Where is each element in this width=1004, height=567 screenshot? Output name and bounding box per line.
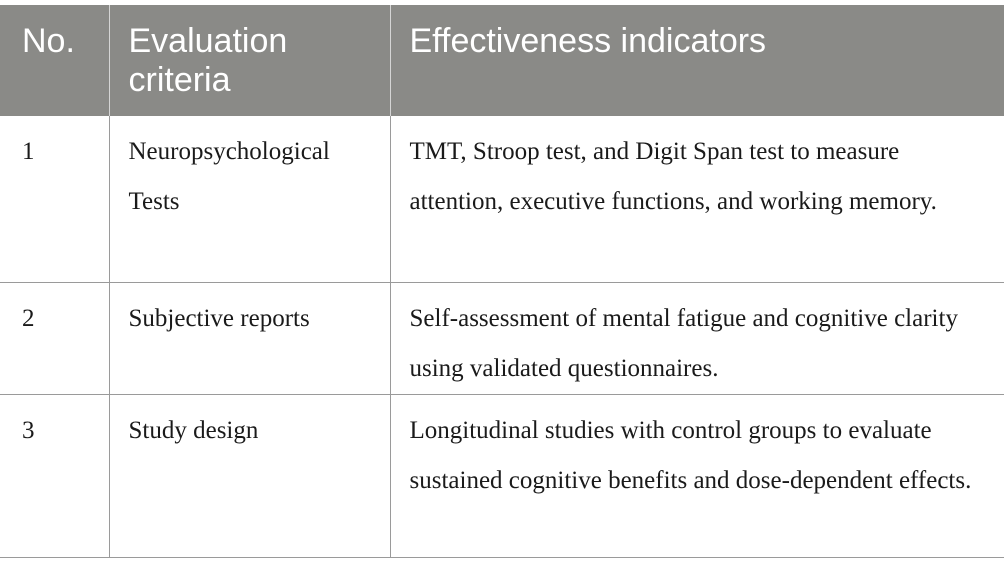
table-row: 2 Subjective reports Self-assessment of … bbox=[0, 282, 1004, 395]
cell-no: 1 bbox=[0, 116, 109, 283]
cell-criteria: Study design bbox=[108, 394, 390, 558]
header-effectiveness-indicators: Effectiveness indicators bbox=[389, 5, 1004, 116]
table-row: 1 Neuropsychological Tests TMT, Stroop t… bbox=[0, 116, 1004, 283]
header-row: No. Evaluation criteria Effectiveness in… bbox=[0, 5, 1004, 116]
cell-indicators: Longitudinal studies with control groups… bbox=[389, 394, 1004, 558]
cell-no: 2 bbox=[0, 282, 109, 395]
table-body: 1 Neuropsychological Tests TMT, Stroop t… bbox=[0, 116, 1004, 558]
header-no: No. bbox=[0, 5, 109, 116]
table-row: 3 Study design Longitudinal studies with… bbox=[0, 394, 1004, 558]
evaluation-table: No. Evaluation criteria Effectiveness in… bbox=[0, 5, 1004, 558]
cell-criteria: Neuropsychological Tests bbox=[108, 116, 390, 283]
cell-indicators: Self-assessment of mental fatigue and co… bbox=[389, 282, 1004, 395]
cell-indicators: TMT, Stroop test, and Digit Span test to… bbox=[389, 116, 1004, 283]
header-evaluation-criteria: Evaluation criteria bbox=[108, 5, 390, 116]
cell-no: 3 bbox=[0, 394, 109, 558]
cell-criteria: Subjective reports bbox=[108, 282, 390, 395]
table-header: No. Evaluation criteria Effectiveness in… bbox=[0, 5, 1004, 116]
